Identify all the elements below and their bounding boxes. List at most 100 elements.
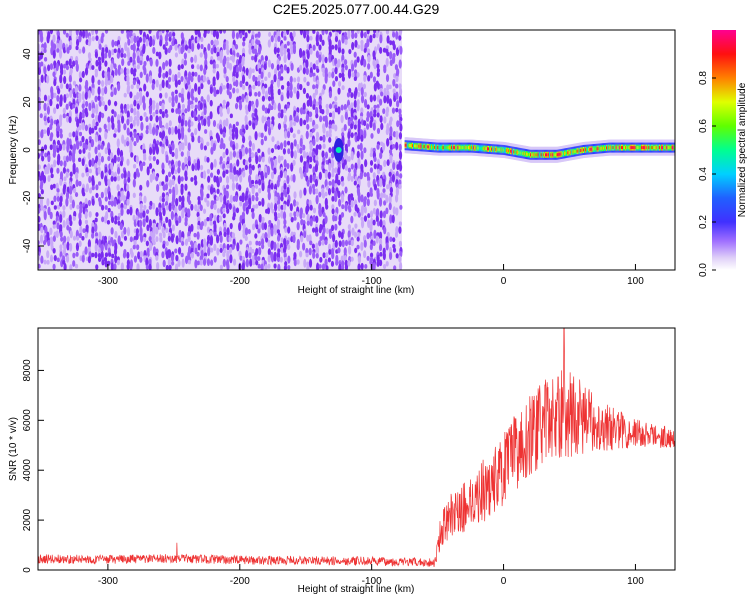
noise-cell [52, 220, 56, 226]
noise-cell [133, 35, 137, 44]
track-band-core [482, 146, 485, 150]
track-band-core [483, 147, 486, 151]
noise-cell [354, 115, 358, 122]
noise-cell [300, 171, 304, 180]
noise-cell [98, 64, 102, 72]
noise-cell [234, 174, 239, 182]
noise-cell [104, 71, 108, 79]
noise-cell [395, 83, 399, 89]
noise-cell [309, 72, 313, 78]
noise-cell [164, 183, 168, 191]
noise-cell [332, 80, 336, 88]
noise-cell [66, 225, 70, 231]
track-band-core [591, 147, 594, 151]
track-band-core [513, 150, 516, 154]
noise-cell [340, 175, 344, 183]
noise-cell [65, 191, 70, 200]
noise-cell [385, 128, 389, 136]
noise-cell [245, 67, 249, 76]
noise-cell [357, 157, 361, 167]
noise-cell [251, 142, 255, 151]
noise-cell [232, 144, 236, 151]
noise-cell [354, 247, 358, 254]
noise-cell [369, 243, 373, 251]
noise-cell [328, 103, 333, 110]
noise-cell [190, 121, 194, 127]
noise-cell [215, 39, 219, 46]
noise-cell [248, 135, 252, 141]
noise-cell [258, 155, 262, 163]
noise-cell [200, 171, 204, 179]
noise-cell [277, 70, 282, 79]
noise-cell [91, 232, 95, 239]
noise-cell [177, 259, 181, 267]
track-band-core [506, 149, 509, 153]
noise-cell [55, 103, 60, 110]
noise-cell [302, 213, 306, 219]
noise-cell [175, 108, 179, 114]
noise-cell [348, 245, 352, 255]
noise-cell [65, 65, 70, 71]
noise-cell [388, 171, 392, 177]
noise-cell [251, 211, 255, 220]
noise-cell [376, 143, 380, 150]
noise-cell [362, 83, 367, 90]
noise-cell [315, 253, 319, 259]
noise-cell [258, 213, 262, 223]
noise-cell [142, 210, 146, 218]
noise-cell [94, 30, 99, 35]
track-band-core [582, 148, 585, 152]
noise-cell [226, 82, 230, 90]
noise-cell [187, 211, 191, 218]
noise-cell [187, 160, 191, 167]
track-band-core [632, 146, 635, 150]
noise-cell [399, 123, 403, 132]
noise-cell [88, 168, 93, 174]
track-band-core [538, 153, 541, 157]
noise-cell [46, 105, 51, 115]
noise-cell [255, 192, 259, 197]
track-band-core [475, 146, 478, 150]
noise-cell [130, 84, 134, 90]
noise-cell [305, 113, 309, 123]
noise-cell [104, 30, 109, 34]
track-band-core [581, 148, 584, 152]
noise-cell [123, 235, 128, 241]
noise-cell [386, 35, 390, 44]
noise-cell [382, 251, 386, 261]
noise-cell [132, 244, 136, 250]
noise-cell [292, 199, 297, 207]
noise-cell [155, 127, 159, 137]
noise-cell [49, 123, 53, 131]
noise-cell [187, 48, 191, 54]
noise-cell [380, 122, 384, 131]
noise-cell [200, 43, 204, 50]
noise-cell [305, 130, 309, 140]
noise-cell [388, 84, 392, 90]
noise-cell [58, 119, 63, 127]
noise-cell [367, 54, 371, 64]
track-band-core [454, 146, 457, 150]
noise-cell [143, 111, 147, 117]
noise-cell [347, 30, 351, 40]
noise-cell [266, 207, 271, 215]
noise-cell [360, 207, 364, 217]
noise-cell [69, 171, 73, 178]
noise-cell [132, 178, 136, 188]
noise-cell [219, 143, 223, 150]
noise-cell [393, 265, 397, 270]
track-band-core [427, 145, 430, 149]
noise-cell [261, 104, 266, 112]
track-band-core [671, 146, 674, 150]
noise-cell [175, 197, 179, 207]
track-band-core [665, 146, 668, 150]
noise-cell [164, 34, 168, 43]
noise-cell [290, 35, 294, 43]
noise-cell [273, 226, 278, 236]
noise-cell [283, 54, 287, 64]
noise-cell [104, 78, 108, 87]
noise-cell [100, 96, 104, 102]
noise-cell [91, 185, 95, 191]
noise-cell [344, 186, 348, 194]
snr-line [38, 328, 675, 568]
